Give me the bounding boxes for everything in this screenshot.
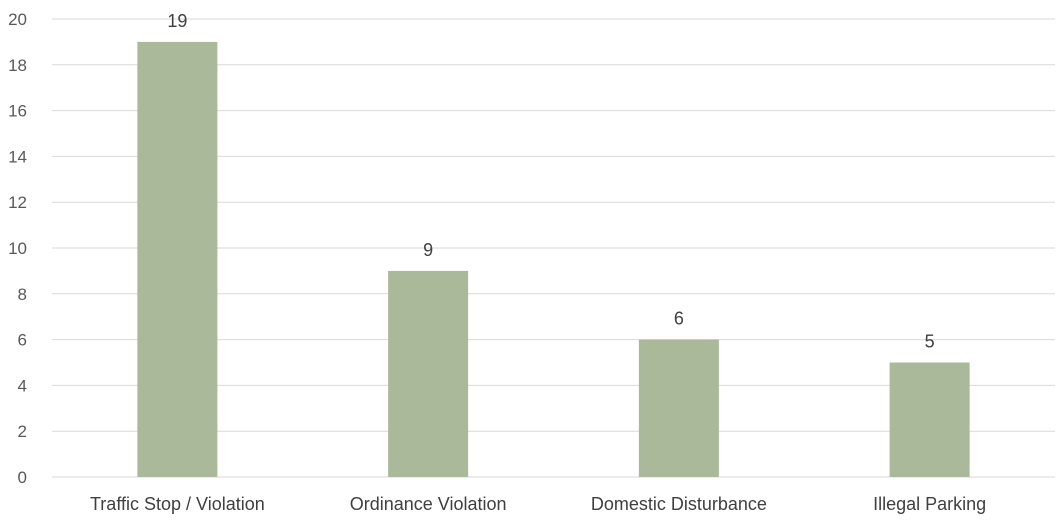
gridlines xyxy=(52,18,1055,478)
y-tick-label-10: 10 xyxy=(8,239,27,258)
x-axis-category-labels: Traffic Stop / Violation Ordinance Violat… xyxy=(90,494,986,514)
bars xyxy=(137,41,970,478)
y-tick-label-6: 6 xyxy=(18,331,27,350)
y-tick-label-12: 12 xyxy=(8,193,27,212)
y-tick-label-18: 18 xyxy=(8,56,27,75)
x-category-label-1: Ordinance Violation xyxy=(350,494,507,514)
y-axis-tick-labels: 0 2 4 6 8 10 12 14 16 18 20 xyxy=(8,10,27,487)
y-tick-label-20: 20 xyxy=(8,10,27,29)
bar-3 xyxy=(889,362,970,477)
x-category-label-2: Domestic Disturbance xyxy=(591,494,767,514)
y-tick-label-16: 16 xyxy=(8,102,27,121)
x-category-label-0: Traffic Stop / Violation xyxy=(90,494,265,514)
bar-0 xyxy=(137,41,218,478)
data-labels: 19 9 6 5 xyxy=(167,11,934,352)
data-label-3: 5 xyxy=(925,332,935,352)
bar-2 xyxy=(638,339,719,477)
y-tick-label-8: 8 xyxy=(18,285,27,304)
data-label-0: 19 xyxy=(167,11,187,31)
y-tick-label-14: 14 xyxy=(8,147,27,166)
x-category-label-3: Illegal Parking xyxy=(873,494,986,514)
y-tick-label-0: 0 xyxy=(18,468,27,487)
bar-1 xyxy=(388,270,469,477)
data-label-2: 6 xyxy=(674,309,684,329)
y-tick-label-2: 2 xyxy=(18,422,27,441)
y-tick-label-4: 4 xyxy=(18,376,27,395)
data-label-1: 9 xyxy=(423,240,433,260)
